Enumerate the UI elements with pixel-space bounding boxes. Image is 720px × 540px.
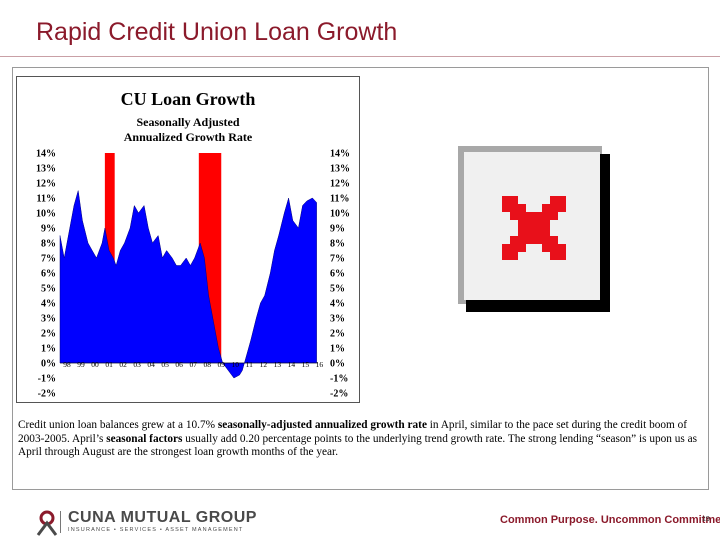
y-tick-label-right: 0% [330,359,345,370]
y-tick-label-left: 3% [41,314,56,325]
footer-tagline: Common Purpose. Uncommon Commitment. [500,514,720,526]
y-tick-label-left: 14% [36,149,56,160]
x-axis: 98 99 00 01 02 03 04 05 06 07 08 09 10 11 12 13 14 15 16 [63,360,323,369]
y-tick-label-right: 13% [330,164,350,175]
y-axis-left: 14% 13% 12% 11% 10% 9% 8% 7% 6% 5% 4% 3% 2% 1% 0% -1% -2… [36,149,56,400]
y-tick-label-right: 2% [330,329,345,340]
x-tick-label: 16 [316,360,324,369]
y-tick-label-right: 14% [330,149,350,160]
page-number: 19 [702,516,710,523]
y-tick-label-left: 12% [36,179,56,190]
chart-title: CU Loan Growth [120,89,256,109]
x-tick-label: 11 [246,360,253,369]
y-tick-label-right: 10% [330,209,350,220]
chart-caption: Credit union loan balances grew at a 10.… [18,419,702,460]
caption-text: usually add 0.20 percentage points to th… [18,432,698,459]
x-tick-label: 06 [175,360,183,369]
growth-area-series [59,190,317,379]
growth-area [59,190,317,379]
y-tick-label-left: 10% [36,209,56,220]
cuna-logo-icon [36,510,58,536]
y-tick-label-left: 9% [41,224,56,235]
x-tick-label: 15 [302,360,310,369]
y-tick-label-left: -1% [38,374,56,385]
logo-subtext: INSURANCE • SERVICES • ASSET MANAGEMENT [68,527,244,533]
x-tick-label: 12 [260,360,268,369]
y-tick-label-right: -2% [330,389,348,400]
y-tick-label-right: -1% [330,374,348,385]
y-tick-label-right: 7% [330,254,345,265]
x-tick-label: 00 [91,360,99,369]
x-tick-label: 04 [147,360,155,369]
caption-text: in April, similar to the pace set during… [18,419,688,445]
y-tick-label-right: 8% [330,239,345,250]
caption-emphasis: seasonally-adjusted annualized growth ra… [217,419,427,431]
y-tick-label-right: 3% [330,314,345,325]
chart-subtitle-line1: Seasonally Adjusted [136,115,240,129]
x-tick-label: 08 [203,360,211,369]
loan-growth-chart: 14% 13% 12% 11% 10% 9% 8% 7% 6% 5% 4% 3% 2% 1% 0% -1% -2… [36,149,350,400]
page-title: Rapid Credit Union Loan Growth [36,18,398,46]
x-tick-label: 05 [161,360,169,369]
y-tick-label-right: 5% [330,284,345,295]
caption-emphasis: seasonal factors [106,432,183,445]
x-tick-label: 03 [133,360,141,369]
logo-separator [60,511,61,533]
x-tick-label: 01 [105,360,113,369]
broken-image-icon [458,146,610,312]
y-tick-label-left: 7% [41,254,56,265]
y-tick-label-left: 13% [36,164,56,175]
logo-text: CUNA MUTUAL GROUP [68,509,257,526]
y-tick-label-left: 1% [41,344,56,355]
x-tick-label: 13 [274,360,282,369]
y-tick-label-left: -2% [38,389,56,400]
chart-subtitle-line2: Annualized Growth Rate [123,130,253,144]
x-tick-label: 10 [232,360,240,369]
x-tick-label: 98 [63,360,71,369]
y-tick-label-right: 11% [330,194,349,205]
y-tick-label-right: 12% [330,179,350,190]
y-tick-label-left: 8% [41,239,56,250]
title-divider [0,56,720,57]
x-tick-label: 14 [288,360,296,369]
y-tick-label-right: 1% [330,344,345,355]
y-tick-label-left: 6% [41,269,56,280]
x-tick-label: 07 [189,360,197,369]
y-tick-label-left: 11% [37,194,56,205]
y-tick-label-left: 2% [41,329,56,340]
y-tick-label-left: 4% [41,299,56,310]
y-tick-label-left: 5% [41,284,56,295]
x-tick-label: 09 [218,360,226,369]
caption-text: Credit union loan balances grew at a 10.… [18,419,218,431]
y-tick-label-right: 9% [330,224,345,235]
x-tick-label: 02 [119,360,127,369]
y-tick-label-right: 4% [330,299,345,310]
x-tick-label: 99 [77,360,85,369]
y-axis-right: 14% 13% 12% 11% 10% 9% 8% 7% 6% 5% 4% 3% 2% 1% 0% -1% -2… [330,149,350,400]
y-tick-label-left: 0% [41,359,56,370]
y-tick-label-right: 6% [330,269,345,280]
